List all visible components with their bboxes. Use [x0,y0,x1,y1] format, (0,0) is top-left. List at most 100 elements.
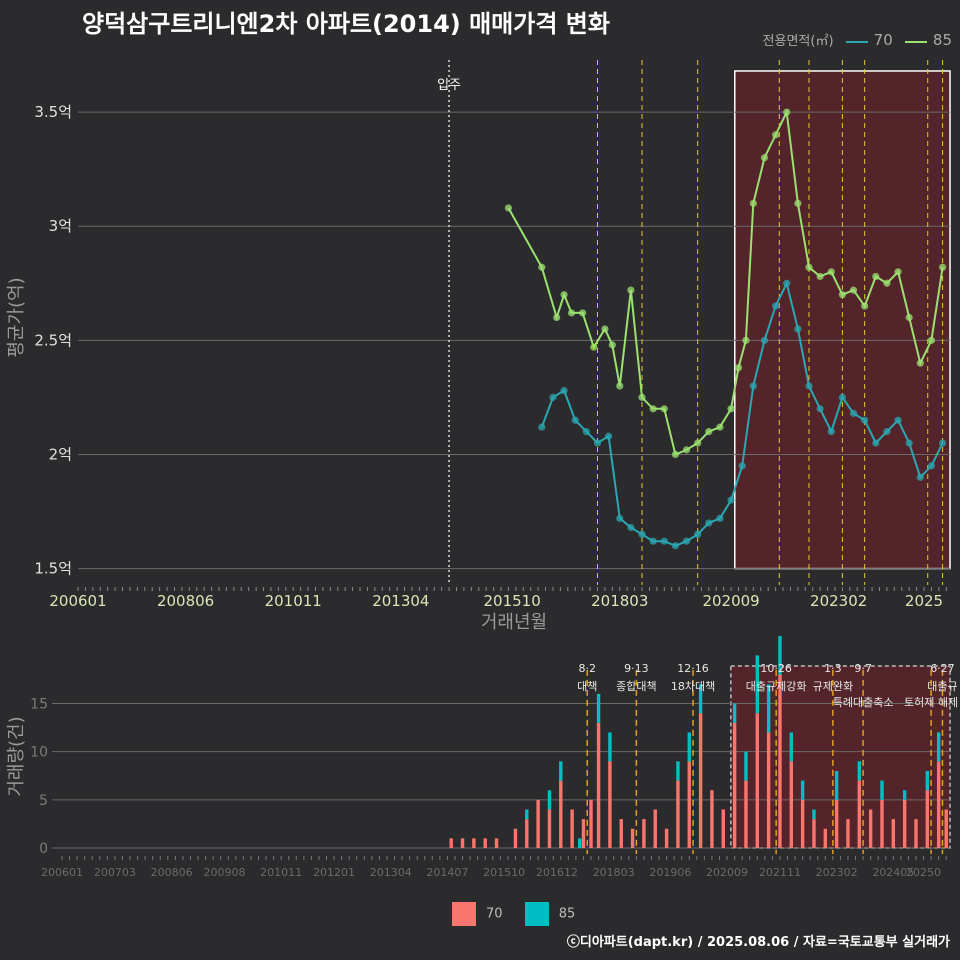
bar-70 [589,799,593,848]
x-axis-label: 거래년월 [481,612,547,633]
policy-event-date: 10·26 [760,662,792,675]
bar-70 [800,799,805,848]
bar-70 [880,799,884,848]
data-point-70 [916,473,924,481]
bar-70 [868,809,873,848]
data-point-85 [872,272,880,281]
bar-70 [834,799,839,848]
bar-70 [559,780,563,848]
policy-event-label: 종합대책 [616,680,656,693]
bar-85 [880,780,884,800]
legend-bottom-label-85: 85 [558,906,576,922]
data-point-70 [593,439,602,447]
bar-x-tick-label: 200806 [151,866,193,879]
data-point-85 [805,263,813,271]
bar-70 [914,819,918,848]
legend-title: 전용면적(㎡) [762,34,834,49]
policy-event-label: 규제완화 [813,680,853,693]
data-point-70 [938,439,947,447]
bar-70 [789,761,793,848]
data-point-85 [783,108,791,116]
data-point-85 [905,313,913,322]
data-point-70 [638,530,646,538]
bar-x-tick-label: 202009 [706,866,748,879]
data-point-85 [638,393,646,401]
legend-box-85 [524,902,549,926]
data-point-85 [927,336,936,344]
bar-85 [812,809,816,820]
bar-70 [732,722,737,848]
legend-box-70 [452,902,476,926]
policy-event-label: 대출규제강화 [746,680,807,693]
data-point-70 [872,439,880,447]
data-point-70 [827,428,835,436]
bar-y-tick-label: 15 [30,697,48,713]
bar-70 [664,828,669,848]
bar-70 [925,790,930,848]
bar-y-axis-label: 거래량(건) [6,716,27,796]
data-point-70 [861,416,869,424]
bar-70 [710,790,714,848]
bar-70 [547,809,552,848]
x-tick-label: 201803 [591,592,648,610]
bar-70 [944,809,948,848]
y-tick-label: 3.5억 [34,103,72,121]
bar-85 [902,790,907,800]
bar-70 [778,674,782,848]
data-point-85 [861,302,869,310]
data-point-85 [760,154,769,162]
bar-70 [823,828,828,848]
bar-70 [812,819,816,848]
bar-70 [653,809,657,848]
data-point-85 [504,204,513,212]
data-point-85 [567,309,576,317]
data-point-70 [783,279,791,287]
y-tick-label: 3억 [49,217,72,235]
bar-85 [755,655,759,714]
data-point-85 [749,199,757,207]
bar-85 [687,732,691,762]
policy-event-date: 1·3 [824,662,842,675]
x-tick-label: 201011 [265,592,322,610]
bar-85 [559,761,563,781]
bar-85 [676,761,680,781]
data-point-70 [649,537,657,545]
bar-70 [721,809,725,848]
bar-85 [547,790,552,810]
bar-70 [581,819,586,848]
series-line-85 [507,108,944,456]
bar-x-tick-label: 202111 [759,866,801,879]
bar-70 [902,799,907,848]
bar-x-tick-label: 201011 [260,866,302,879]
data-point-85 [601,325,609,333]
bar-70 [619,819,623,848]
data-point-70 [671,542,680,550]
chart-title: 양덕삼구트리니엔2차 아파트(2014) 매매가격 변화 [82,10,610,38]
bar-x-tick-label: 200601 [41,866,83,879]
data-point-70 [716,514,724,522]
data-point-85 [742,336,750,344]
bar-x-tick-label: 200703 [94,866,136,879]
x-tick-label: 201510 [484,592,541,610]
x-tick-label: 202009 [702,592,759,610]
data-point-70 [805,382,813,390]
bar-x-tick-label: 201906 [649,866,691,879]
legend-bottom-label-70: 70 [486,906,503,922]
bar-70 [596,722,601,848]
data-point-70 [894,416,902,424]
data-point-70 [571,416,579,424]
data-point-70 [560,386,568,395]
data-point-70 [905,439,913,447]
bar-85 [789,732,793,762]
data-point-70 [749,382,757,390]
policy-event-date: 12·16 [677,662,709,675]
y-tick-label: 2억 [49,445,72,463]
legend-top: 전용면적(㎡) 70 85 [763,30,952,49]
bar-x-tick-label: 201201 [313,866,355,879]
data-point-70 [627,523,635,532]
bar-70 [513,828,518,848]
legend-swatch-70 [845,40,868,43]
data-point-85 [716,423,724,431]
bar-70 [536,799,540,848]
